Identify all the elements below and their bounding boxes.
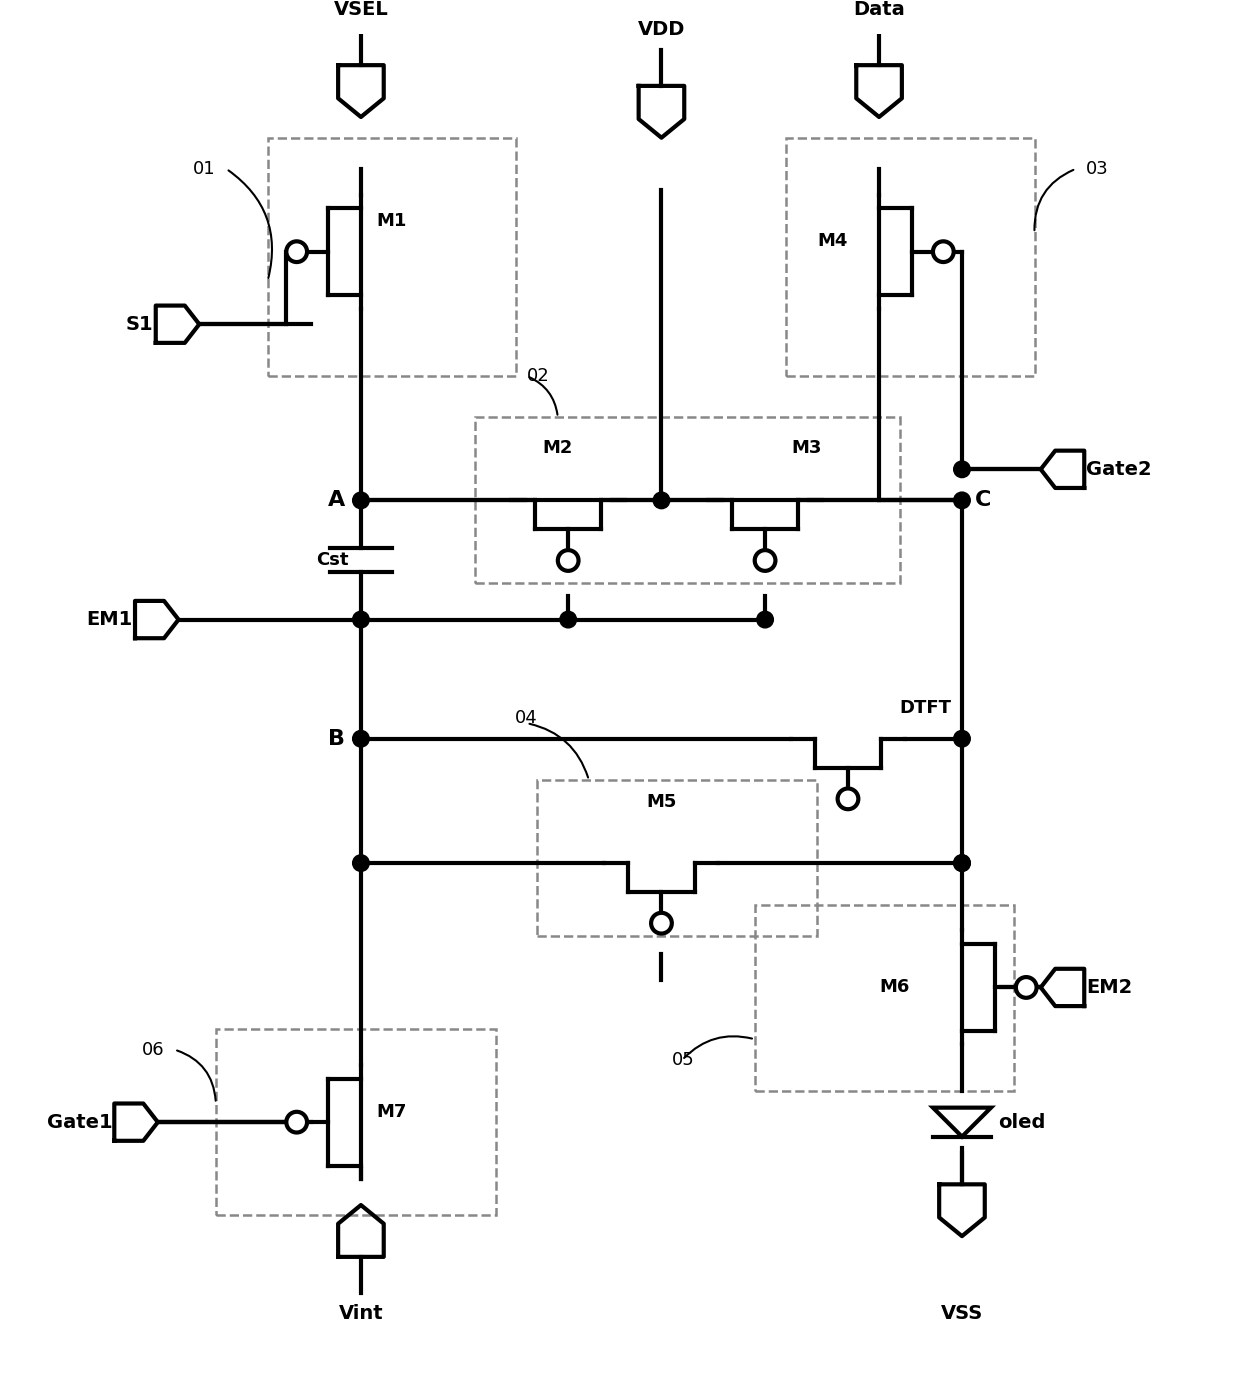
Circle shape	[560, 612, 577, 628]
Bar	[268, 137, 516, 376]
Text: Data: Data	[853, 0, 905, 18]
Text: 06: 06	[141, 1041, 164, 1059]
Text: 01: 01	[193, 159, 216, 177]
Text: Gate2: Gate2	[1086, 459, 1152, 479]
Circle shape	[954, 855, 970, 872]
Circle shape	[954, 461, 970, 477]
Text: M2: M2	[543, 439, 573, 457]
Text: A: A	[329, 490, 346, 511]
Text: DTFT: DTFT	[900, 699, 952, 717]
Text: oled: oled	[998, 1113, 1045, 1132]
Text: M5: M5	[646, 793, 677, 811]
Circle shape	[651, 913, 672, 934]
Circle shape	[837, 789, 858, 810]
Bar	[755, 905, 1014, 1091]
Circle shape	[1016, 977, 1037, 998]
Bar	[475, 418, 900, 583]
Circle shape	[954, 731, 970, 747]
Text: C: C	[975, 490, 991, 511]
Circle shape	[286, 1111, 308, 1132]
Text: VDD: VDD	[637, 21, 686, 39]
Text: 05: 05	[672, 1050, 694, 1068]
Circle shape	[932, 241, 954, 262]
Text: M3: M3	[791, 439, 822, 457]
Text: B: B	[329, 729, 346, 749]
Circle shape	[352, 612, 370, 628]
Circle shape	[653, 493, 670, 509]
Text: Vint: Vint	[339, 1304, 383, 1323]
Text: Cst: Cst	[316, 551, 348, 569]
Text: M6: M6	[879, 978, 910, 996]
Text: M1: M1	[377, 212, 407, 230]
Text: EM1: EM1	[87, 610, 133, 630]
Bar	[786, 137, 1034, 376]
Text: EM2: EM2	[1086, 978, 1132, 996]
Circle shape	[954, 855, 970, 872]
Text: VSEL: VSEL	[334, 0, 388, 18]
Circle shape	[286, 241, 308, 262]
Circle shape	[954, 493, 970, 509]
Text: M7: M7	[377, 1103, 407, 1121]
Circle shape	[756, 612, 774, 628]
Circle shape	[352, 731, 370, 747]
Text: S1: S1	[126, 314, 154, 334]
Text: Gate1: Gate1	[47, 1113, 113, 1132]
Circle shape	[558, 549, 579, 570]
Circle shape	[352, 493, 370, 509]
Text: VSS: VSS	[941, 1304, 983, 1323]
Circle shape	[755, 549, 775, 570]
Text: 03: 03	[1086, 159, 1109, 177]
Text: 04: 04	[516, 709, 538, 727]
Text: 02: 02	[527, 367, 549, 385]
Bar	[537, 781, 817, 936]
Circle shape	[352, 855, 370, 872]
Bar	[216, 1028, 496, 1215]
Text: M4: M4	[817, 233, 847, 251]
